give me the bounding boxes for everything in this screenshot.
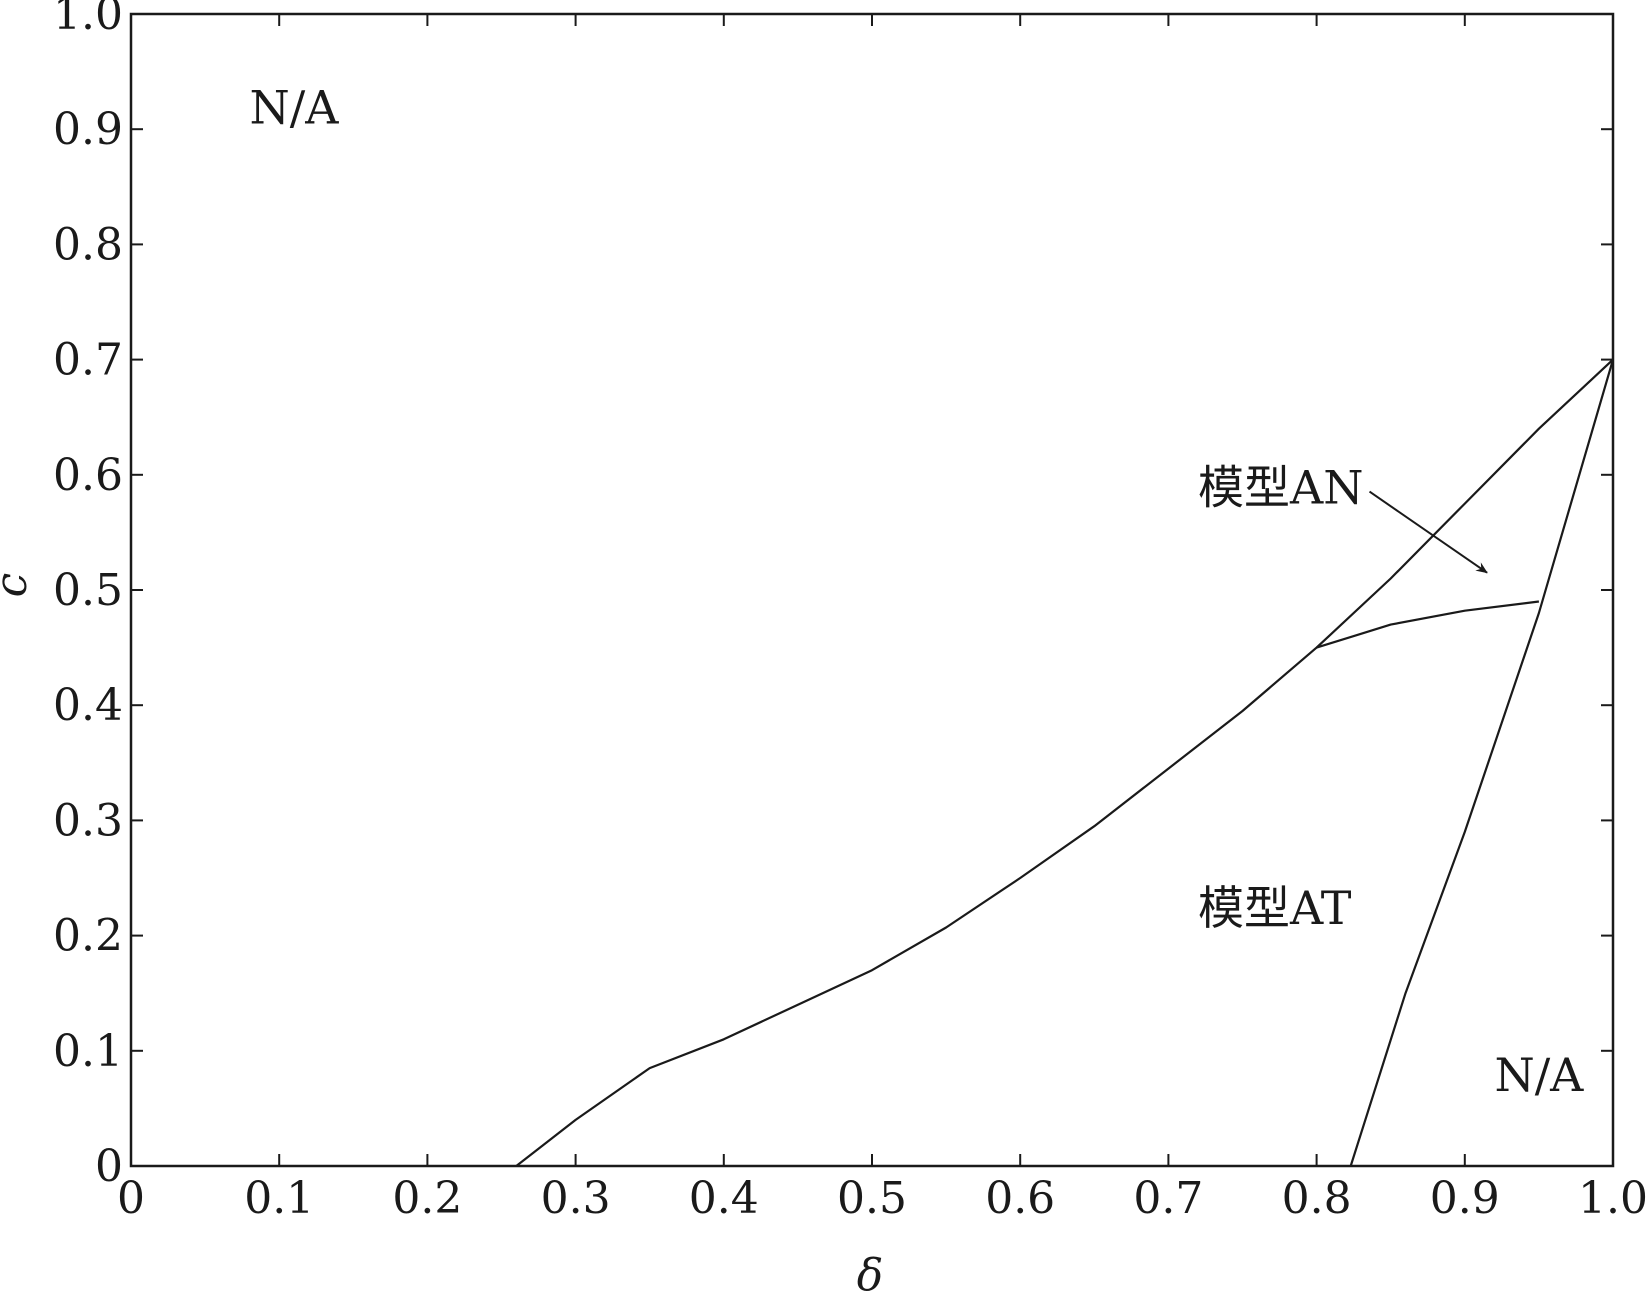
x-tick-label: 0.3: [541, 1173, 611, 1224]
y-tick-label: 0.8: [53, 219, 123, 270]
annotation-arrow: [1368, 490, 1488, 574]
region-label: 模型AN: [1198, 461, 1363, 515]
y-tick-label: 0: [95, 1141, 123, 1192]
boundary-line: [515, 358, 1614, 1167]
region-label: N/A: [1494, 1048, 1584, 1102]
x-tick-label: 0.8: [1282, 1173, 1352, 1224]
region-label: N/A: [250, 80, 340, 134]
x-tick-label: 0.6: [985, 1173, 1055, 1224]
plot-area: 0 0.1 0.2 0.3 0.4 0.5 0.6 0.7 0.8 0.9 1.0 0 0.1 0.2 0.…: [53, 0, 1648, 1224]
x-tick-label: 0.4: [689, 1173, 759, 1224]
plot-frame: [129, 12, 1615, 1168]
y-axis-title: c: [0, 573, 37, 598]
y-tick-label: 0.5: [53, 565, 123, 616]
x-axis-title: δ: [857, 1250, 884, 1295]
y-tick-label: 0.2: [53, 911, 123, 962]
y-tick-label: 1.0: [53, 0, 123, 40]
region-label: 模型AT: [1198, 881, 1352, 935]
x-tick-label: 0.9: [1430, 1173, 1500, 1224]
x-tick-label: 0.2: [392, 1173, 462, 1224]
y-tick-label: 0.4: [53, 680, 123, 731]
x-tick-label: 0.5: [837, 1173, 907, 1224]
y-tick-label: 0.7: [53, 335, 123, 386]
x-tick-label: 0.7: [1133, 1173, 1203, 1224]
x-tick-label: 0.1: [244, 1173, 314, 1224]
boundary-line: [1316, 600, 1540, 649]
y-tick-label: 0.3: [53, 795, 123, 846]
boundary-line: [1349, 359, 1615, 1167]
x-tick-label: 0: [117, 1173, 145, 1224]
y-tick-label: 0.9: [53, 104, 123, 155]
y-tick-label: 0.1: [53, 1026, 123, 1077]
y-tick-label: 0.6: [53, 450, 123, 501]
x-tick-label: 1.0: [1578, 1173, 1648, 1224]
